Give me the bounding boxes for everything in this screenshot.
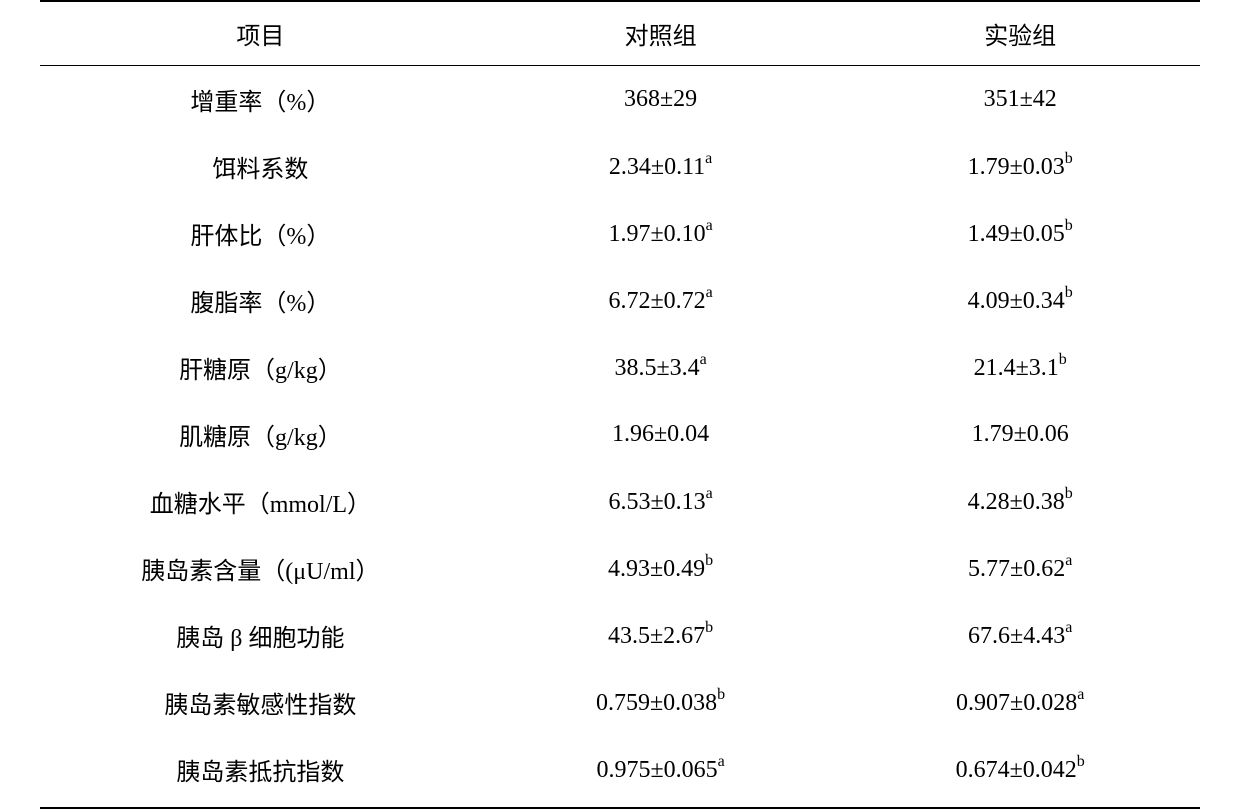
cell-control: 38.5±3.4a xyxy=(481,334,841,401)
table-row: 胰岛素敏感性指数0.759±0.038b0.907±0.028a xyxy=(40,669,1200,736)
cell-control: 43.5±2.67b xyxy=(481,602,841,669)
header-experiment: 实验组 xyxy=(840,1,1200,66)
cell-experiment-value: 4.09±0.34 xyxy=(968,288,1065,314)
cell-experiment-superscript: b xyxy=(1065,284,1073,301)
cell-control-value: 4.93±0.49 xyxy=(608,556,705,582)
table-row: 胰岛素含量（(μU/ml）4.93±0.49b5.77±0.62a xyxy=(40,535,1200,602)
cell-control: 4.93±0.49b xyxy=(481,535,841,602)
cell-control-value: 1.97±0.10 xyxy=(608,221,705,247)
cell-experiment-superscript: a xyxy=(1077,686,1084,703)
cell-experiment-value: 0.907±0.028 xyxy=(956,690,1077,716)
cell-item: 肌糖原（g/kg） xyxy=(40,401,481,468)
data-table: 项目 对照组 实验组 增重率（%）368±29351±42饵料系数2.34±0.… xyxy=(40,0,1200,809)
cell-item: 胰岛素抵抗指数 xyxy=(40,736,481,808)
cell-experiment: 1.79±0.06 xyxy=(840,401,1200,468)
cell-control: 0.975±0.065a xyxy=(481,736,841,808)
cell-experiment: 67.6±4.43a xyxy=(840,602,1200,669)
table-row: 肝糖原（g/kg）38.5±3.4a21.4±3.1b xyxy=(40,334,1200,401)
cell-experiment: 4.28±0.38b xyxy=(840,468,1200,535)
cell-experiment: 1.49±0.05b xyxy=(840,200,1200,267)
cell-control-superscript: b xyxy=(717,686,725,703)
cell-control-value: 368±29 xyxy=(624,86,697,112)
header-item: 项目 xyxy=(40,1,481,66)
cell-experiment: 0.674±0.042b xyxy=(840,736,1200,808)
cell-experiment: 1.79±0.03b xyxy=(840,133,1200,200)
cell-item: 胰岛素敏感性指数 xyxy=(40,669,481,736)
cell-control-superscript: a xyxy=(706,217,713,234)
cell-control-value: 38.5±3.4 xyxy=(614,355,699,381)
table-row: 肝体比（%）1.97±0.10a1.49±0.05b xyxy=(40,200,1200,267)
cell-control-superscript: a xyxy=(705,150,712,167)
table-container: 项目 对照组 实验组 增重率（%）368±29351±42饵料系数2.34±0.… xyxy=(0,0,1240,809)
cell-experiment: 0.907±0.028a xyxy=(840,669,1200,736)
cell-item: 腹脂率（%） xyxy=(40,267,481,334)
table-body: 增重率（%）368±29351±42饵料系数2.34±0.11a1.79±0.0… xyxy=(40,66,1200,809)
cell-control-value: 6.72±0.72 xyxy=(608,288,705,314)
header-control: 对照组 xyxy=(481,1,841,66)
table-row: 胰岛素抵抗指数0.975±0.065a0.674±0.042b xyxy=(40,736,1200,808)
cell-experiment-value: 5.77±0.62 xyxy=(968,556,1065,582)
cell-control: 2.34±0.11a xyxy=(481,133,841,200)
cell-control: 1.97±0.10a xyxy=(481,200,841,267)
cell-experiment-value: 4.28±0.38 xyxy=(968,489,1065,515)
cell-control-value: 1.96±0.04 xyxy=(612,421,709,447)
cell-experiment-value: 67.6±4.43 xyxy=(968,623,1065,649)
cell-control-value: 0.975±0.065 xyxy=(596,757,717,783)
cell-control-superscript: a xyxy=(706,485,713,502)
cell-experiment: 21.4±3.1b xyxy=(840,334,1200,401)
table-row: 饵料系数2.34±0.11a1.79±0.03b xyxy=(40,133,1200,200)
cell-experiment-value: 351±42 xyxy=(984,86,1057,112)
cell-experiment-value: 21.4±3.1 xyxy=(974,355,1059,381)
table-row: 腹脂率（%）6.72±0.72a4.09±0.34b xyxy=(40,267,1200,334)
cell-experiment-superscript: a xyxy=(1065,619,1072,636)
cell-experiment-superscript: b xyxy=(1077,753,1085,770)
table-row: 胰岛 β 细胞功能43.5±2.67b67.6±4.43a xyxy=(40,602,1200,669)
cell-item: 血糖水平（mmol/L） xyxy=(40,468,481,535)
cell-item: 肝糖原（g/kg） xyxy=(40,334,481,401)
cell-experiment-superscript: b xyxy=(1065,485,1073,502)
cell-control-superscript: b xyxy=(705,619,713,636)
cell-control-superscript: a xyxy=(700,351,707,368)
table-row: 血糖水平（mmol/L）6.53±0.13a4.28±0.38b xyxy=(40,468,1200,535)
table-header-row: 项目 对照组 实验组 xyxy=(40,1,1200,66)
cell-experiment: 351±42 xyxy=(840,66,1200,134)
cell-experiment-value: 0.674±0.042 xyxy=(956,757,1077,783)
cell-experiment-value: 1.79±0.03 xyxy=(968,154,1065,180)
cell-control-superscript: a xyxy=(718,753,725,770)
cell-control-value: 43.5±2.67 xyxy=(608,623,705,649)
cell-item: 饵料系数 xyxy=(40,133,481,200)
cell-control-superscript: a xyxy=(706,284,713,301)
cell-experiment-value: 1.79±0.06 xyxy=(972,421,1069,447)
cell-control: 6.53±0.13a xyxy=(481,468,841,535)
cell-experiment: 4.09±0.34b xyxy=(840,267,1200,334)
cell-experiment-superscript: b xyxy=(1065,217,1073,234)
cell-experiment-superscript: b xyxy=(1059,351,1067,368)
cell-control-superscript: b xyxy=(705,552,713,569)
cell-item: 胰岛 β 细胞功能 xyxy=(40,602,481,669)
cell-item: 增重率（%） xyxy=(40,66,481,134)
cell-experiment-superscript: a xyxy=(1065,552,1072,569)
table-row: 肌糖原（g/kg） 1.96±0.04 1.79±0.06 xyxy=(40,401,1200,468)
table-row: 增重率（%） 368±29 351±42 xyxy=(40,66,1200,134)
cell-experiment-superscript: b xyxy=(1065,150,1073,167)
cell-control: 6.72±0.72a xyxy=(481,267,841,334)
cell-control: 0.759±0.038b xyxy=(481,669,841,736)
cell-control: 368±29 xyxy=(481,66,841,134)
cell-control-value: 2.34±0.11 xyxy=(609,154,705,180)
cell-experiment-value: 1.49±0.05 xyxy=(968,221,1065,247)
cell-control-value: 6.53±0.13 xyxy=(608,489,705,515)
cell-item: 肝体比（%） xyxy=(40,200,481,267)
cell-control: 1.96±0.04 xyxy=(481,401,841,468)
cell-experiment: 5.77±0.62a xyxy=(840,535,1200,602)
cell-control-value: 0.759±0.038 xyxy=(596,690,717,716)
cell-item: 胰岛素含量（(μU/ml） xyxy=(40,535,481,602)
